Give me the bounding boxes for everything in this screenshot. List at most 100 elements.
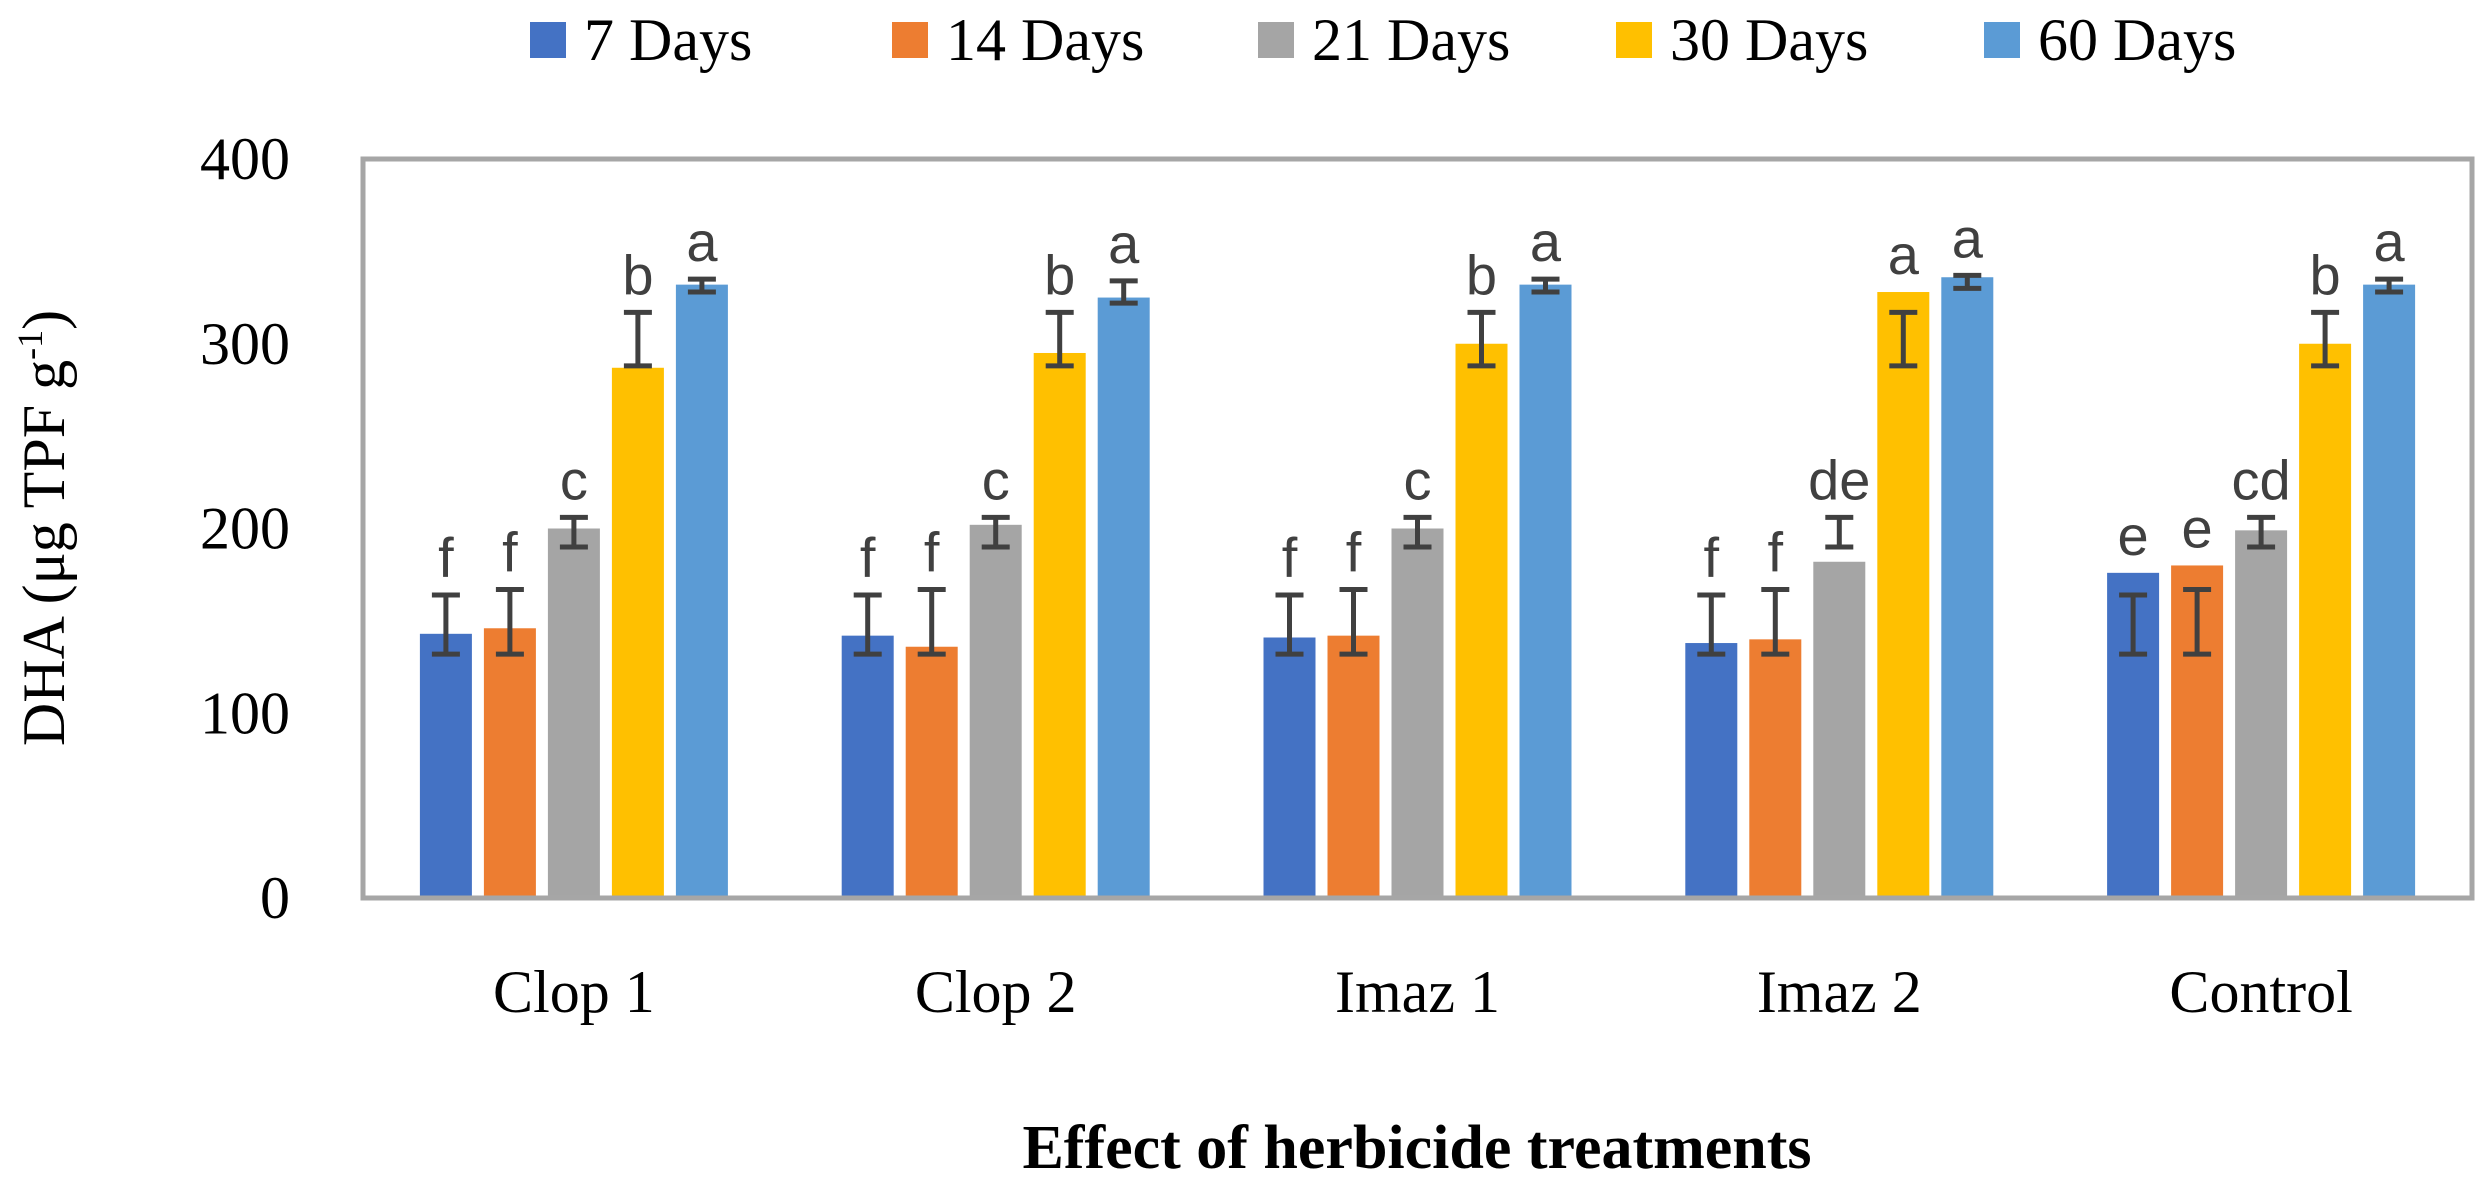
error-bar	[1697, 592, 1726, 657]
bar	[1391, 528, 1444, 898]
y-tick-label: 300	[200, 311, 290, 377]
significance-letter: f	[924, 520, 940, 583]
bar	[2363, 284, 2416, 898]
significance-letter: e	[2118, 504, 2149, 567]
error-bar	[1531, 276, 1560, 295]
significance-letter: f	[502, 520, 518, 583]
significance-letter: e	[2182, 496, 2213, 559]
legend-item: 14 Days	[892, 7, 1144, 73]
error-bar	[431, 592, 460, 657]
error-bar	[917, 586, 946, 657]
significance-letter: f	[438, 526, 454, 589]
error-bar	[559, 514, 588, 550]
error-bar	[1275, 592, 1304, 657]
legend-item: 21 Days	[1258, 7, 1510, 73]
bar	[1749, 639, 1802, 898]
error-bar	[1825, 514, 1854, 550]
error-bar	[495, 586, 524, 657]
significance-letters: f f f f ef f f f ec c c de cdb b b a ba a a a a	[438, 206, 2405, 589]
bar	[1685, 643, 1738, 898]
legend-label: 21 Days	[1312, 7, 1510, 73]
y-axis-title: DHA (μg TPF g-1)	[10, 310, 77, 746]
significance-letter: b	[1044, 243, 1075, 306]
legend-item: 60 Days	[1984, 7, 2236, 73]
y-axis: 0 100 200 300 400	[200, 126, 290, 931]
significance-letter: a	[1530, 210, 1562, 273]
significance-letter: f	[860, 526, 876, 589]
significance-letter: c	[982, 448, 1010, 511]
plot-area-frame	[360, 156, 2475, 901]
significance-letter: b	[2310, 243, 2341, 306]
bar	[1327, 635, 1380, 898]
significance-letter: b	[622, 243, 653, 306]
bar	[2299, 343, 2352, 898]
error-bar	[1403, 514, 1432, 550]
error-bar	[2375, 276, 2404, 295]
legend-swatch	[1616, 22, 1652, 58]
error-bar	[1889, 309, 1918, 369]
legend-item: 7 Days	[530, 7, 752, 73]
significance-letter: b	[1466, 243, 1497, 306]
bar	[1033, 352, 1086, 898]
legend-label: 60 Days	[2038, 7, 2236, 73]
error-bar	[2311, 309, 2340, 369]
error-bar	[1109, 278, 1138, 306]
x-tick-label: Imaz 1	[1335, 959, 1500, 1025]
x-tick-label: Clop 2	[915, 959, 1077, 1025]
error-bar	[981, 514, 1010, 550]
bar	[419, 633, 472, 898]
error-bar	[687, 276, 716, 295]
error-bar	[1953, 272, 1982, 291]
y-axis-title-superscript: -1	[10, 330, 50, 360]
legend-label: 14 Days	[946, 7, 1144, 73]
x-tick-label: Imaz 2	[1757, 959, 1922, 1025]
significance-letter: f	[1768, 520, 1784, 583]
bar	[1877, 292, 1930, 898]
bar	[905, 646, 958, 898]
bar	[1097, 297, 1150, 898]
y-tick-label: 200	[200, 496, 290, 562]
significance-letter: a	[686, 210, 718, 273]
legend-label: 30 Days	[1670, 7, 1868, 73]
x-axis-title: Effect of herbicide treatments	[1022, 1114, 1811, 1182]
significance-letter: c	[560, 448, 588, 511]
x-tick-label: Control	[2169, 959, 2352, 1025]
y-tick-label: 0	[260, 865, 290, 931]
error-bar	[1467, 309, 1496, 369]
y-tick-label: 100	[200, 680, 290, 746]
significance-letter: f	[1704, 526, 1720, 589]
legend-swatch	[530, 22, 566, 58]
x-tick-label: Clop 1	[493, 959, 655, 1025]
bar	[483, 628, 536, 898]
x-axis: Clop 1 Clop 2 Imaz 1 Imaz 2 Control	[493, 959, 2353, 1025]
error-bar	[623, 309, 652, 369]
error-bar	[2183, 586, 2212, 657]
bar	[547, 528, 600, 898]
legend-label: 7 Days	[584, 7, 752, 73]
error-bar	[853, 592, 882, 657]
bars	[419, 277, 2416, 899]
error-bar	[1761, 586, 1790, 657]
significance-letter: a	[1888, 223, 1920, 286]
significance-letter: f	[1346, 520, 1362, 583]
significance-letter: a	[1108, 212, 1140, 275]
significance-letter: f	[1282, 526, 1298, 589]
bar	[2235, 530, 2288, 898]
error-bar	[1339, 586, 1368, 657]
bar	[841, 635, 894, 898]
legend-swatch	[1258, 22, 1294, 58]
legend-item: 30 Days	[1616, 7, 1868, 73]
error-bar	[2119, 592, 2148, 657]
significance-letter: a	[1952, 206, 1984, 269]
error-bars	[431, 272, 2404, 657]
significance-letter: a	[2374, 210, 2406, 273]
bar	[1519, 284, 1572, 898]
bar	[611, 367, 664, 899]
error-bar	[1045, 309, 1074, 369]
legend-swatch	[1984, 22, 2020, 58]
bar	[675, 284, 728, 898]
significance-letter: cd	[2232, 448, 2291, 511]
bar	[1941, 277, 1994, 898]
bar	[1813, 561, 1866, 898]
